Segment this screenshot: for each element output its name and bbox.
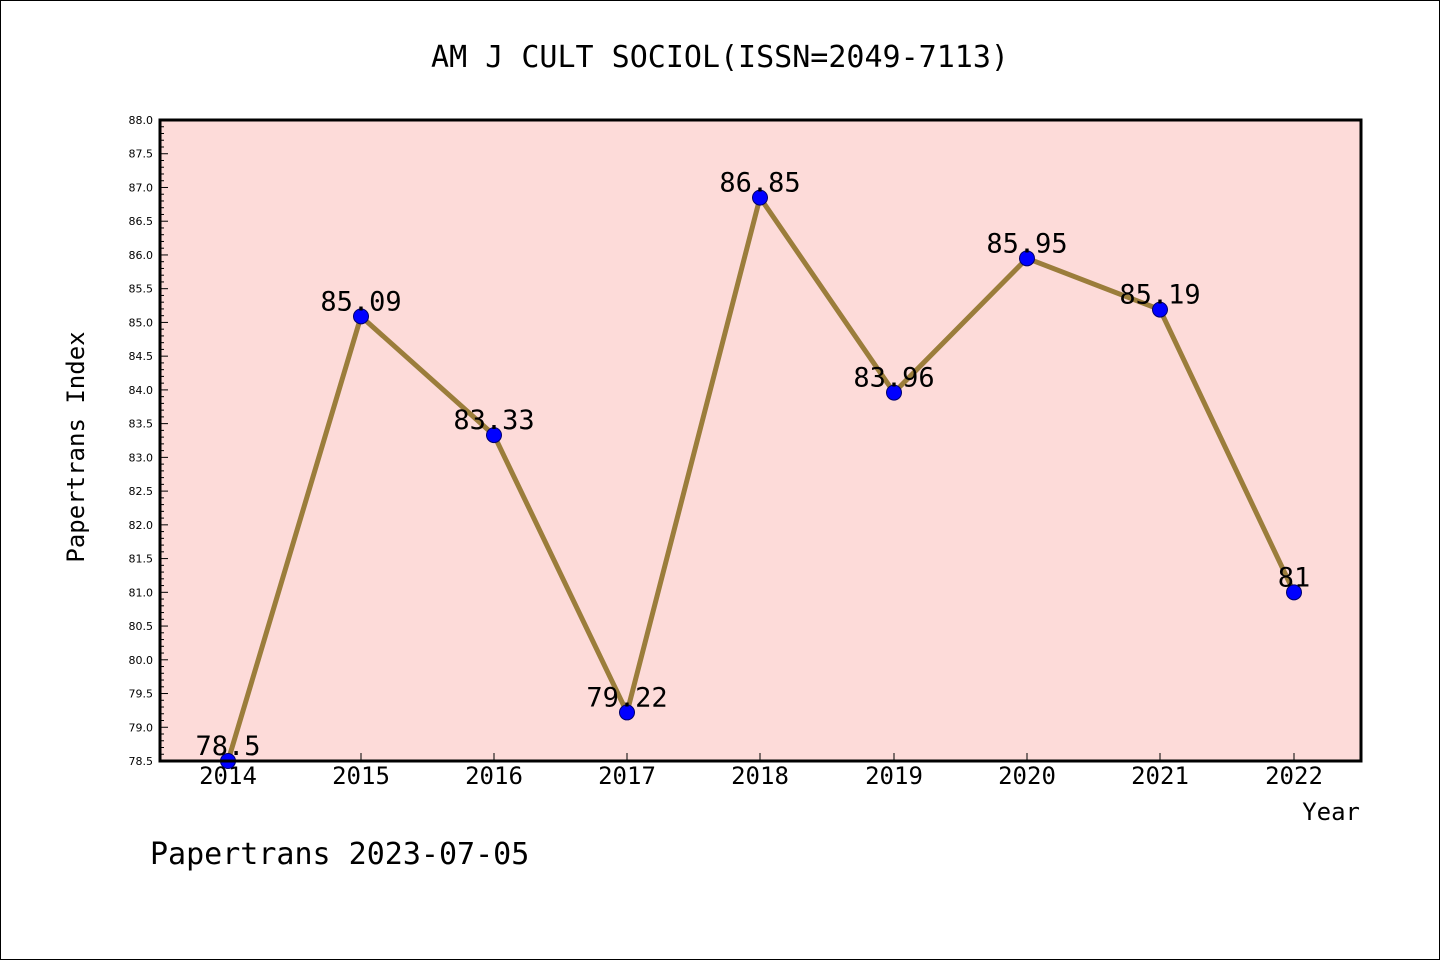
data-point	[353, 308, 369, 325]
data-label: 83.33	[453, 405, 534, 436]
y-tick-label: 78.5	[129, 755, 154, 768]
x-tick-label: 2018	[731, 762, 789, 790]
y-tick-label: 84.5	[129, 350, 154, 363]
y-tick-label: 81.0	[129, 586, 154, 599]
data-point	[486, 427, 502, 444]
data-label: 85.95	[986, 228, 1067, 259]
data-label: 85.09	[320, 286, 401, 317]
y-tick-label: 82.0	[129, 519, 154, 532]
y-tick-label: 80.0	[129, 654, 154, 667]
data-point	[1152, 301, 1168, 318]
data-point	[1286, 584, 1302, 601]
x-axis-label: Year	[1302, 798, 1360, 826]
plot-area	[160, 120, 1361, 761]
y-tick-label: 88.0	[129, 114, 154, 127]
data-point	[1019, 250, 1035, 267]
footer-date: Papertrans 2023-07-05	[150, 837, 529, 872]
y-tick-label: 83.5	[129, 418, 154, 431]
x-tick-label: 2015	[332, 762, 390, 790]
y-tick-label: 82.5	[129, 485, 154, 498]
y-tick-label: 85.5	[129, 283, 154, 296]
plot-border	[158, 118, 1363, 763]
y-tick-label: 87.0	[129, 181, 154, 194]
y-tick-label: 81.5	[129, 553, 154, 566]
y-tick-label: 85.0	[129, 316, 154, 329]
y-tick-label: 86.5	[129, 215, 154, 228]
data-label: 79.22	[586, 682, 667, 713]
chart-title: AM J CULT SOCIOL(ISSN=2049-7113)	[431, 40, 1009, 75]
x-tick-label: 2021	[1131, 762, 1189, 790]
y-tick-label: 84.0	[129, 384, 154, 397]
data-label: 85.19	[1119, 280, 1200, 311]
y-tick-label: 83.0	[129, 451, 154, 464]
y-tick-label: 79.5	[129, 688, 154, 701]
x-tick-label: 2017	[598, 762, 656, 790]
data-label: 86.85	[719, 168, 800, 199]
data-point	[619, 704, 635, 721]
y-axis-label: Papertrans Index	[62, 331, 90, 562]
data-point	[886, 384, 902, 401]
x-tick-label: 2020	[998, 762, 1056, 790]
data-point	[752, 189, 768, 206]
y-tick-label: 80.5	[129, 620, 154, 633]
data-label: 81	[1278, 562, 1311, 593]
data-label: 83.96	[853, 363, 934, 394]
y-tick-label: 79.0	[129, 721, 154, 734]
y-tick-label: 87.5	[129, 148, 154, 161]
data-label: 78.5	[195, 731, 260, 762]
x-tick-label: 2022	[1265, 762, 1323, 790]
x-tick-label: 2016	[465, 762, 523, 790]
x-tick-label: 2019	[865, 762, 923, 790]
y-tick-label: 86.0	[129, 249, 154, 262]
